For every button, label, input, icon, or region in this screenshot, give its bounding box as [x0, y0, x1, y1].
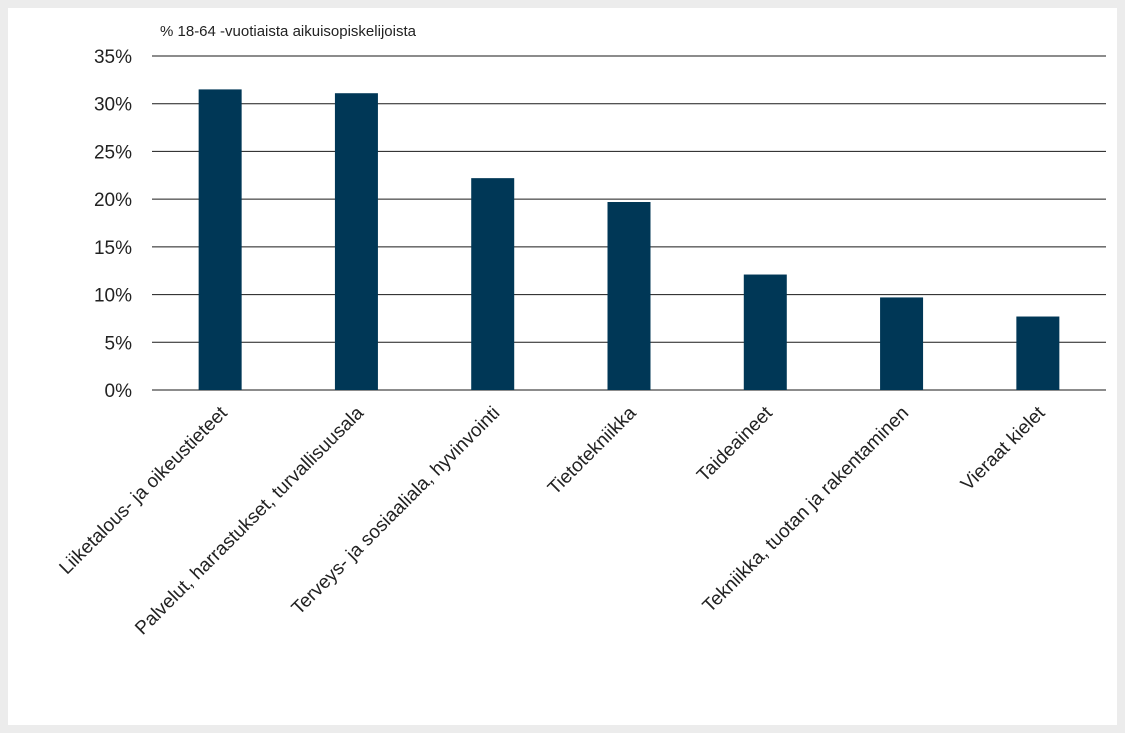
bars	[198, 89, 1060, 391]
bar	[743, 274, 787, 390]
bar	[334, 93, 378, 391]
y-tick-label: 20%	[94, 190, 132, 211]
y-tick-label: 10%	[94, 286, 132, 307]
category-label: Tietotekniikka	[544, 402, 641, 499]
y-tick-labels: 0% 5% 10% 15% 20% 25% 30% 35%	[94, 47, 132, 402]
category-label: Palvelut, harrastukset, turvallisuusala	[131, 402, 368, 639]
y-tick-label: 35%	[94, 47, 132, 68]
y-tick-label: 0%	[105, 381, 133, 402]
y-tick-label: 5%	[105, 333, 133, 354]
y-tick-label: 30%	[94, 95, 132, 116]
bar-chart: % 18-64 -vuotiaista aikuisopiskelijoista…	[56, 23, 1106, 639]
bar	[471, 178, 515, 390]
bar	[198, 89, 242, 391]
bar	[880, 297, 924, 390]
y-axis-label: % 18-64 -vuotiaista aikuisopiskelijoista	[160, 23, 417, 40]
category-label: Vieraat kielet	[957, 402, 1050, 495]
chart-panel: % 18-64 -vuotiaista aikuisopiskelijoista…	[8, 8, 1117, 725]
y-tick-label: 15%	[94, 238, 132, 259]
category-label: Taideaineet	[693, 402, 777, 486]
bar	[607, 202, 651, 390]
y-tick-label: 25%	[94, 142, 132, 163]
bar	[1016, 316, 1060, 390]
